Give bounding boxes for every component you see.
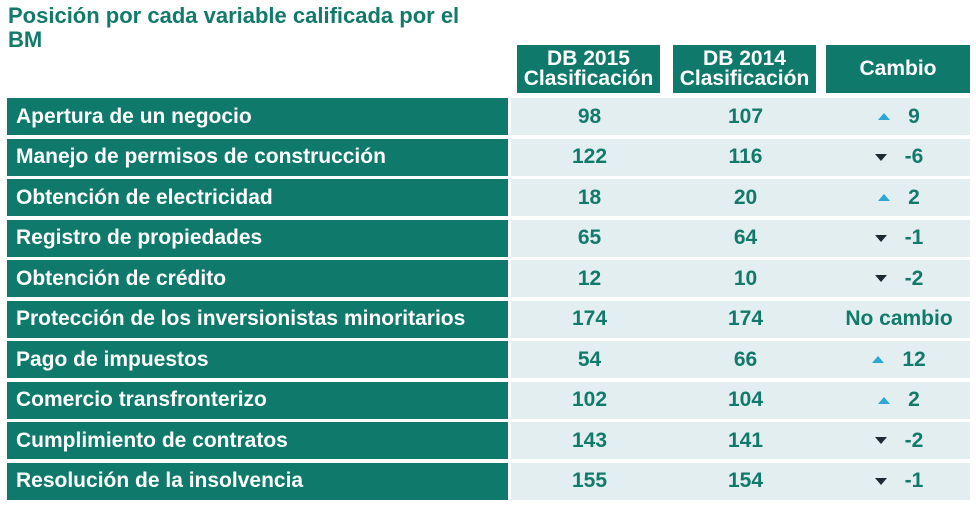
header-db2014: DB 2014 Clasificación bbox=[673, 45, 816, 93]
db2015-value: 155 bbox=[571, 469, 608, 492]
db2015-value: 12 bbox=[577, 266, 602, 290]
row-label: Apertura de un negocio bbox=[7, 98, 508, 135]
change-cell: 12 bbox=[827, 341, 971, 378]
db2014-value: 107 bbox=[727, 104, 764, 128]
db2014-value: 154 bbox=[727, 469, 764, 492]
change-value: -2 bbox=[904, 266, 924, 290]
table-row: Obtención de electricidad 18 20 2 bbox=[7, 179, 970, 216]
row-values: 18 20 2 bbox=[511, 179, 970, 216]
change-value: 9 bbox=[908, 104, 920, 128]
table-row: Pago de impuestos 54 66 12 bbox=[7, 341, 970, 378]
arrow-down-icon bbox=[874, 153, 887, 161]
change-cell: -6 bbox=[827, 139, 971, 176]
arrow-up-icon bbox=[878, 113, 891, 120]
row-label: Resolución de la insolvencia bbox=[7, 462, 508, 500]
table-row: Obtención de crédito 12 10 -2 bbox=[7, 260, 970, 297]
row-values: 174 174 No cambio bbox=[511, 300, 971, 338]
row-values: 155 154 -1 bbox=[511, 462, 971, 500]
db2015-value: 143 bbox=[571, 428, 608, 452]
change-cell: -2 bbox=[827, 260, 971, 297]
change-value: -2 bbox=[904, 428, 924, 452]
db2014-value: 141 bbox=[727, 428, 764, 452]
header-change: Cambio bbox=[826, 45, 970, 93]
change-value: -1 bbox=[904, 226, 924, 249]
table-row: Registro de propiedades 65 64 -1 bbox=[7, 219, 971, 257]
row-label: Registro de propiedades bbox=[7, 219, 508, 257]
db2014-value: 104 bbox=[727, 388, 764, 411]
change-cell: No cambio bbox=[827, 301, 971, 338]
change-cell: -2 bbox=[827, 422, 971, 459]
db2015-value: 102 bbox=[571, 388, 608, 411]
row-label: Comercio transfronterizo bbox=[7, 381, 508, 419]
arrow-down-icon bbox=[874, 437, 887, 444]
row-label: Obtención de electricidad bbox=[7, 179, 508, 216]
db2014-value: 174 bbox=[727, 307, 764, 330]
row-values: 143 141 -2 bbox=[511, 422, 970, 459]
table-row: Resolución de la insolvencia 155 154 -1 bbox=[7, 462, 971, 500]
row-label: Obtención de crédito bbox=[7, 260, 508, 297]
arrow-up-icon bbox=[878, 194, 891, 201]
table-row: Apertura de un negocio 98 107 9 bbox=[7, 98, 970, 135]
db2015-value: 54 bbox=[577, 347, 602, 371]
row-label: Pago de impuestos bbox=[7, 341, 508, 378]
db2014-value: 116 bbox=[728, 145, 763, 168]
db2015-value: 98 bbox=[577, 104, 602, 128]
row-values: 102 104 2 bbox=[511, 381, 971, 419]
change-cell: 2 bbox=[827, 179, 971, 216]
db2014-value: 66 bbox=[733, 347, 758, 371]
table-row: Comercio transfronterizo 102 104 2 bbox=[7, 381, 971, 419]
row-label: Manejo de permisos de construcción bbox=[7, 138, 508, 176]
row-values: 98 107 9 bbox=[511, 98, 970, 135]
header-db2015: DB 2015 Clasificación bbox=[517, 45, 660, 93]
change-value: 2 bbox=[908, 185, 920, 209]
db2014-value: 64 bbox=[733, 226, 758, 249]
arrow-down-icon bbox=[874, 275, 887, 282]
change-cell: 2 bbox=[827, 382, 971, 419]
change-value: 2 bbox=[908, 388, 920, 411]
db2014-value: 10 bbox=[733, 266, 758, 290]
db2015-value: 174 bbox=[571, 307, 608, 330]
table-row: Manejo de permisos de construcción 122 1… bbox=[7, 138, 971, 176]
page-title: Posición por cada variable calificada po… bbox=[8, 3, 460, 52]
db2015-value: 65 bbox=[577, 226, 602, 249]
db2014-value: 20 bbox=[733, 185, 758, 209]
db2015-value: 18 bbox=[577, 185, 602, 209]
change-cell: -1 bbox=[827, 220, 971, 257]
change-value: No cambio bbox=[845, 307, 953, 330]
table-row: Cumplimiento de contratos 143 141 -2 bbox=[7, 422, 970, 459]
row-values: 12 10 -2 bbox=[511, 260, 970, 297]
change-cell: -1 bbox=[827, 463, 971, 500]
change-value: 12 bbox=[902, 347, 926, 371]
row-values: 54 66 12 bbox=[511, 341, 970, 378]
row-values: 65 64 -1 bbox=[511, 219, 971, 257]
change-value: -6 bbox=[904, 145, 924, 168]
change-value: -1 bbox=[904, 469, 924, 492]
table-row: Protección de los inversionistas minorit… bbox=[7, 300, 971, 338]
change-cell: 9 bbox=[827, 98, 971, 135]
arrow-up-icon bbox=[878, 396, 891, 404]
row-label: Cumplimiento de contratos bbox=[7, 422, 508, 459]
db2015-value: 122 bbox=[571, 145, 608, 168]
arrow-up-icon bbox=[872, 356, 885, 363]
row-values: 122 116 -6 bbox=[511, 138, 971, 176]
arrow-down-icon bbox=[874, 477, 887, 485]
arrow-down-icon bbox=[874, 234, 887, 242]
row-label: Protección de los inversionistas minorit… bbox=[7, 300, 508, 338]
